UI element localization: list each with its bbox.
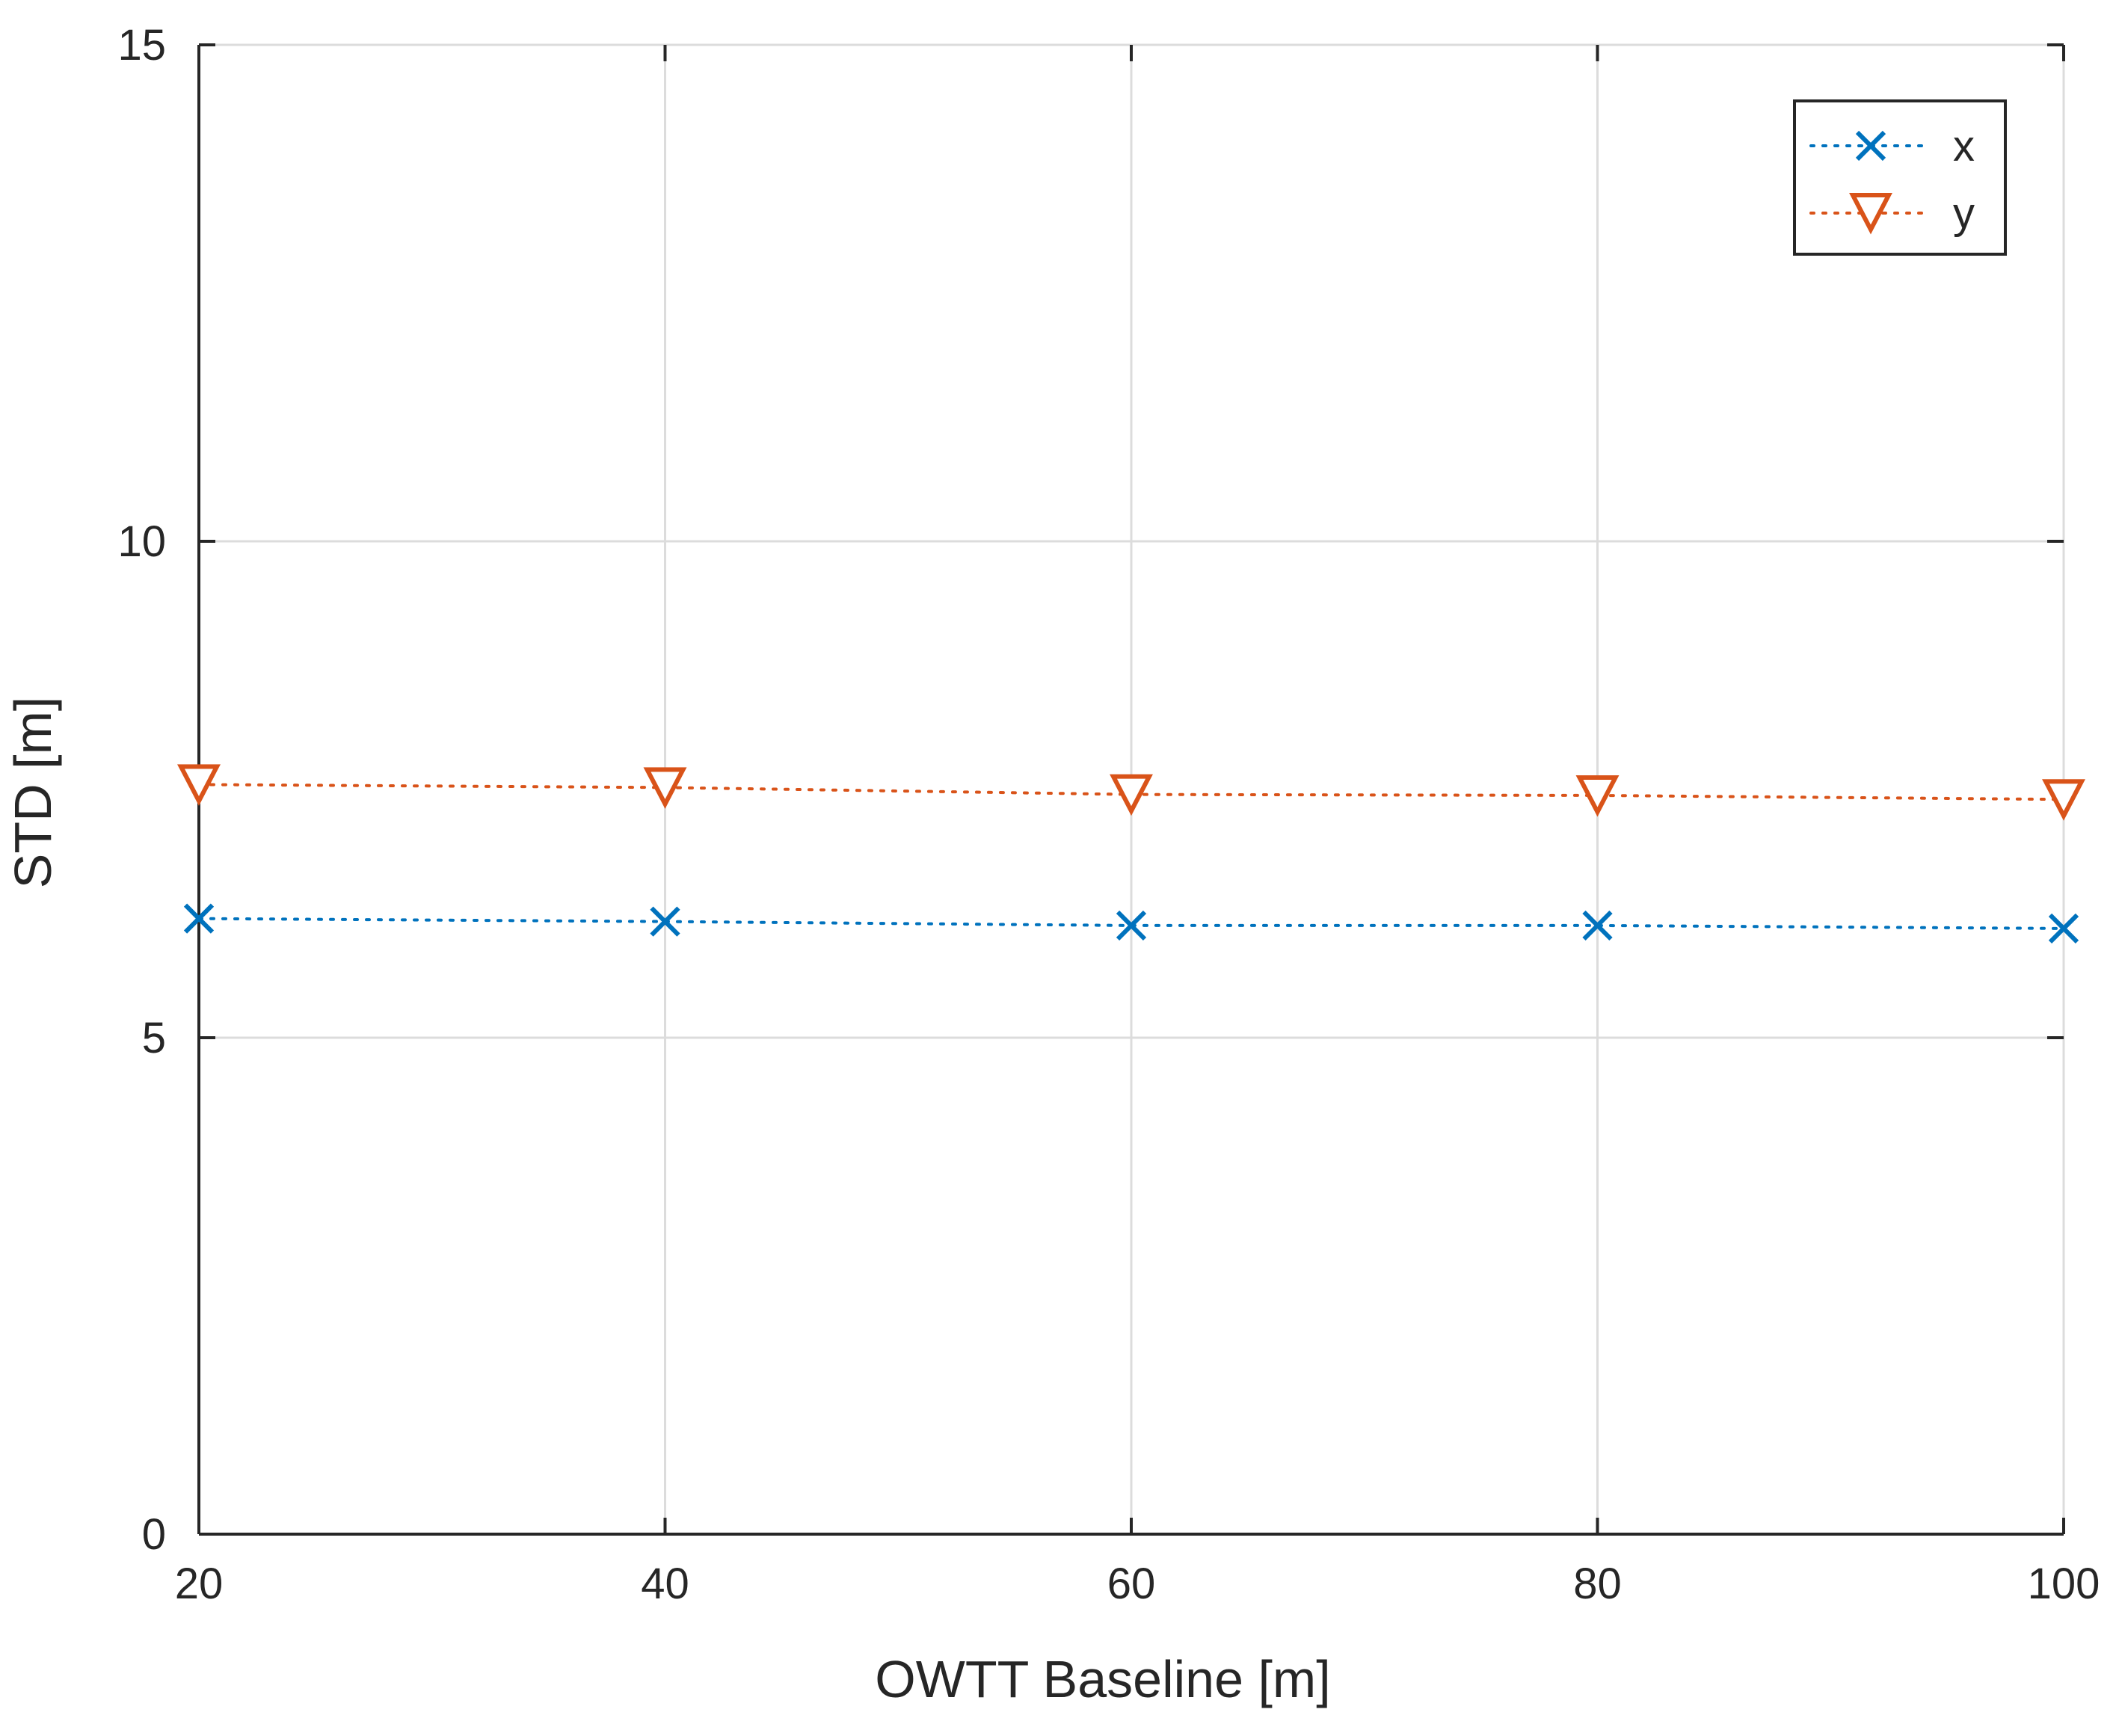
data-point-x: [183, 903, 215, 934]
x-tick-label: 100: [2028, 1560, 2100, 1608]
legend-box: [1793, 99, 2007, 256]
legend-entry-x: x: [1809, 122, 1975, 170]
data-point-y: [2042, 779, 2085, 821]
series-y: [177, 764, 2085, 821]
data-point-y: [1575, 775, 1620, 817]
x-tick-label: 60: [1107, 1560, 1156, 1608]
y-axis-label: STD [m]: [4, 697, 62, 889]
data-point-x: [1582, 910, 1613, 941]
data-point-x: [1116, 910, 1147, 941]
series-x: [183, 903, 2079, 944]
legend-marker-y: [1849, 193, 1892, 235]
data-point-y: [177, 764, 221, 806]
series-layer: [177, 764, 2085, 944]
legend-marker-x: [1855, 130, 1886, 161]
data-point-x: [650, 906, 680, 937]
y-tick-label: 10: [117, 517, 166, 566]
x-tick-label: 80: [1573, 1560, 1622, 1608]
data-point-y: [643, 767, 687, 809]
y-tick-label: 15: [117, 21, 166, 70]
x-axis-label: OWTT Baseline [m]: [875, 1650, 1330, 1708]
legend-label-x: x: [1953, 122, 1975, 170]
tick-labels: 20 40 60 80 100 0 5 10 15: [117, 21, 2100, 1608]
y-tick-label: 0: [142, 1510, 166, 1559]
x-tick-label: 40: [641, 1560, 689, 1608]
x-tick-label: 20: [175, 1560, 224, 1608]
y-tick-label: 5: [142, 1014, 166, 1062]
legend: xy: [1793, 99, 2007, 256]
legend-entry-y: y: [1809, 189, 1975, 238]
data-point-y: [1110, 774, 1153, 816]
legend-label-y: y: [1953, 189, 1975, 238]
data-point-x: [2048, 913, 2079, 944]
